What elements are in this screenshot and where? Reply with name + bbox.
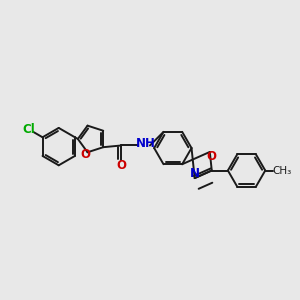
Text: Cl: Cl xyxy=(22,123,35,136)
Text: NH: NH xyxy=(136,137,156,150)
Text: O: O xyxy=(116,159,126,172)
Text: O: O xyxy=(206,150,217,163)
Text: O: O xyxy=(81,148,91,161)
Text: CH₃: CH₃ xyxy=(273,166,292,176)
Text: N: N xyxy=(190,167,200,179)
